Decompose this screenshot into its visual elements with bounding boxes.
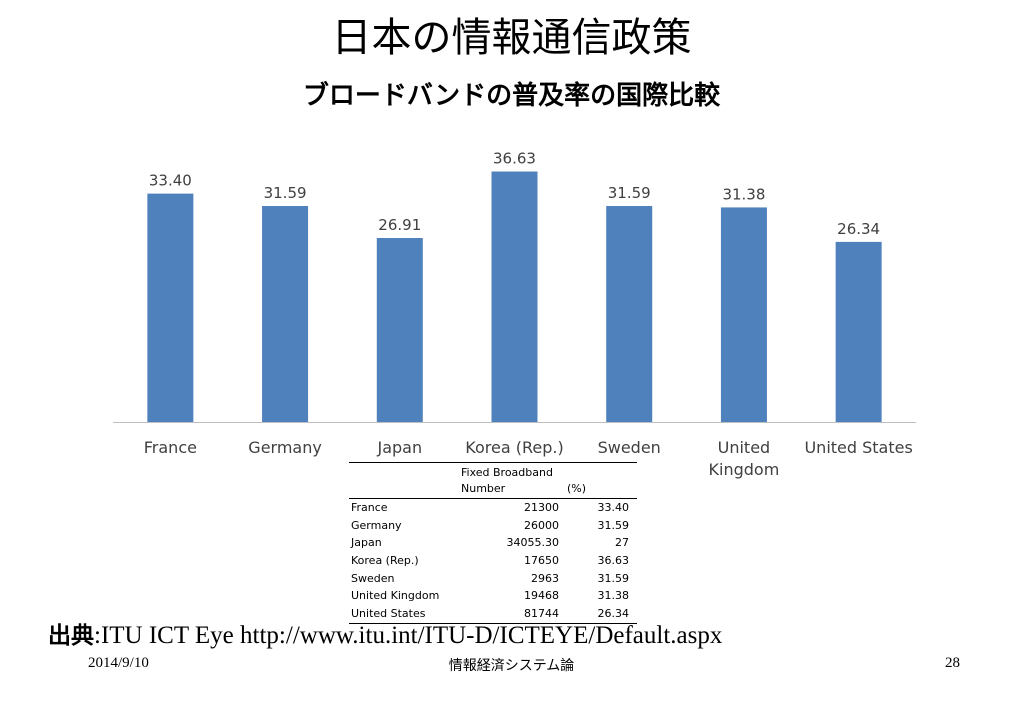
table-cell-number: 34055.30: [506, 536, 560, 550]
table-row: Japan 34055.30 27: [349, 534, 637, 552]
table-row: United States 81744 26.34: [349, 605, 637, 624]
source-citation: 出典:ITU ICT Eye http://www.itu.int/ITU-D/…: [48, 620, 722, 651]
table-row: United Kingdom 19468 31.38: [349, 587, 637, 605]
data-label: 31.59: [264, 184, 307, 202]
table-cell-country: Sweden: [351, 571, 395, 585]
table-cell-number: 19468: [524, 589, 559, 603]
data-table: Fixed Broadband Number (%) France 21300 33…: [349, 462, 637, 624]
table-cell-country: Japan: [351, 536, 382, 550]
x-tick-label: United: [718, 438, 771, 457]
data-label: 26.34: [837, 220, 880, 238]
table-cell-number: 2963: [531, 571, 559, 585]
source-text: :ITU ICT Eye http://www.itu.int/ITU-D/IC…: [94, 622, 723, 649]
x-tick-label: Korea (Rep.): [465, 438, 563, 457]
table-cell-country: Korea (Rep.): [351, 554, 419, 568]
data-label: 31.38: [722, 185, 765, 203]
table-cell-country: France: [351, 501, 388, 514]
x-tick-label: Japan: [376, 438, 422, 457]
table-cell-number: 21300: [524, 501, 559, 514]
table-header-percent: (%): [567, 482, 587, 495]
footer-date: 2014/9/10: [88, 655, 149, 671]
slide-subtitle: ブロードバンドの普及率の国際比較: [302, 81, 721, 111]
bar: [491, 171, 538, 422]
data-label: 33.40: [149, 172, 192, 190]
data-label: 36.63: [493, 150, 536, 168]
bar: [262, 205, 309, 422]
table-header-broadband: Fixed Broadband: [461, 466, 553, 479]
table-cell-percent: 26.34: [597, 607, 630, 621]
table-cell-number: 81744: [524, 607, 559, 621]
source-label: 出典: [48, 623, 94, 649]
table-cell-country: Germany: [351, 518, 402, 532]
bar: [147, 193, 194, 422]
table-row: Sweden 2963 31.59: [349, 570, 637, 588]
x-tick-label: United States: [804, 438, 912, 457]
footer-page-number: 28: [945, 655, 960, 671]
table-cell-percent: 36.63: [597, 554, 630, 568]
table-cell-percent: 31.59: [597, 518, 630, 532]
table-row: Korea (Rep.) 17650 36.63: [349, 552, 637, 570]
table-row: Germany 26000 31.59: [349, 517, 637, 535]
table-header-number: Number: [461, 482, 506, 495]
bar-chart: 33.40 France 31.59 Germany 26.91 Japan 36.63 Ko…: [113, 150, 916, 479]
slide-title: 日本の情報通信政策: [331, 15, 692, 61]
table-cell-country: United Kingdom: [351, 589, 440, 603]
bar: [376, 237, 423, 422]
table-cell-country: United States: [351, 607, 426, 621]
footer-course: 情報経済システム論: [448, 658, 575, 674]
table-header: Fixed Broadband Number (%): [349, 462, 637, 499]
x-tick-label: Sweden: [598, 438, 661, 457]
x-tick-label: Kingdom: [709, 460, 780, 479]
table-cell-number: 26000: [524, 518, 559, 532]
table-row: France 21300 33.40: [349, 499, 637, 517]
data-label: 26.91: [378, 216, 421, 234]
table-cell-number: 17650: [524, 554, 559, 568]
table-cell-percent: 27: [615, 536, 629, 550]
bar: [720, 207, 767, 422]
bar: [835, 241, 882, 422]
x-tick-label: France: [144, 438, 197, 457]
bar: [606, 205, 653, 422]
table-cell-percent: 33.40: [597, 501, 630, 514]
table-cell-percent: 31.59: [597, 571, 630, 585]
table-body: France 21300 33.40 Germany 26000 31.59 Japan 34…: [349, 499, 637, 624]
x-tick-label: Germany: [248, 438, 322, 457]
table-cell-percent: 31.38: [597, 589, 630, 603]
data-label: 31.59: [608, 184, 651, 202]
